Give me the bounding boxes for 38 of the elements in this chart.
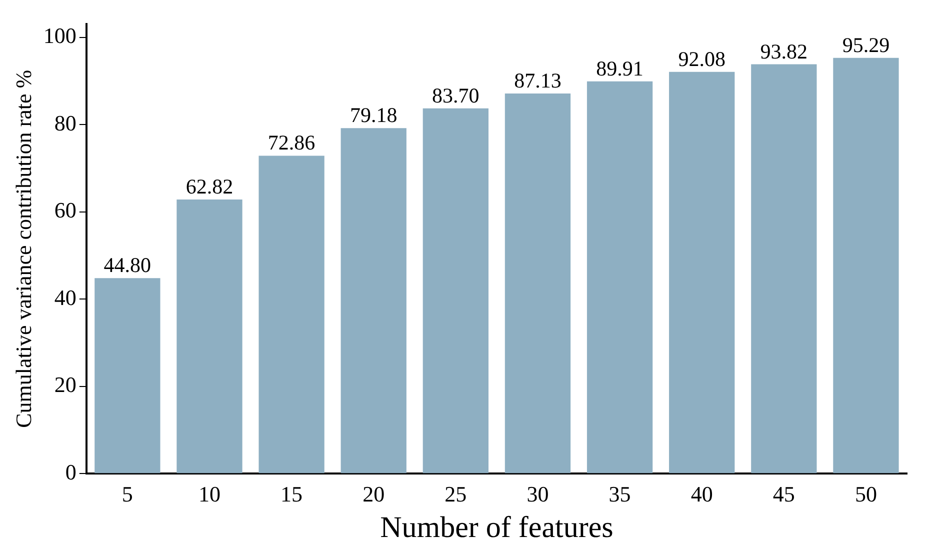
y-tick-label: 0 bbox=[65, 459, 76, 484]
data-label: 79.18 bbox=[350, 103, 398, 128]
data-label: 95.29 bbox=[842, 32, 890, 57]
bar bbox=[504, 93, 571, 474]
y-tick-label: 80 bbox=[54, 110, 76, 136]
bar bbox=[833, 58, 899, 474]
x-tick-label: 15 bbox=[280, 482, 303, 507]
data-label: 93.82 bbox=[760, 39, 808, 64]
x-tick-label: 30 bbox=[526, 482, 549, 507]
data-label: 72.86 bbox=[268, 130, 316, 155]
y-axis-title: Cumulative variance contribution rate % bbox=[10, 70, 36, 428]
data-label: 83.70 bbox=[432, 83, 480, 108]
bar bbox=[669, 72, 735, 474]
bar bbox=[751, 64, 817, 474]
bar bbox=[422, 108, 488, 474]
x-tick-label: 45 bbox=[772, 482, 795, 507]
bar bbox=[258, 156, 324, 474]
y-tick-label: 100 bbox=[43, 23, 76, 48]
data-label: 87.13 bbox=[514, 68, 562, 92]
x-tick-label: 25 bbox=[444, 482, 467, 507]
x-tick-label: 10 bbox=[198, 482, 220, 507]
data-label: 92.08 bbox=[678, 46, 726, 71]
data-label: 62.82 bbox=[186, 174, 234, 199]
y-tick-label: 40 bbox=[54, 284, 76, 310]
x-tick-label: 35 bbox=[608, 482, 631, 507]
x-axis-title: Number of features bbox=[380, 510, 614, 544]
x-tick-label: 40 bbox=[690, 482, 713, 507]
data-label: 44.80 bbox=[104, 253, 152, 278]
x-tick-label: 20 bbox=[362, 482, 385, 507]
bar bbox=[176, 200, 242, 474]
data-label: 89.91 bbox=[596, 56, 644, 80]
x-tick-label: 50 bbox=[854, 482, 877, 507]
bar bbox=[586, 81, 653, 474]
bar bbox=[340, 128, 406, 474]
x-tick-label: 5 bbox=[122, 482, 133, 507]
bar bbox=[94, 278, 160, 474]
y-tick-label: 60 bbox=[54, 198, 76, 223]
y-tick-label: 20 bbox=[54, 372, 76, 398]
